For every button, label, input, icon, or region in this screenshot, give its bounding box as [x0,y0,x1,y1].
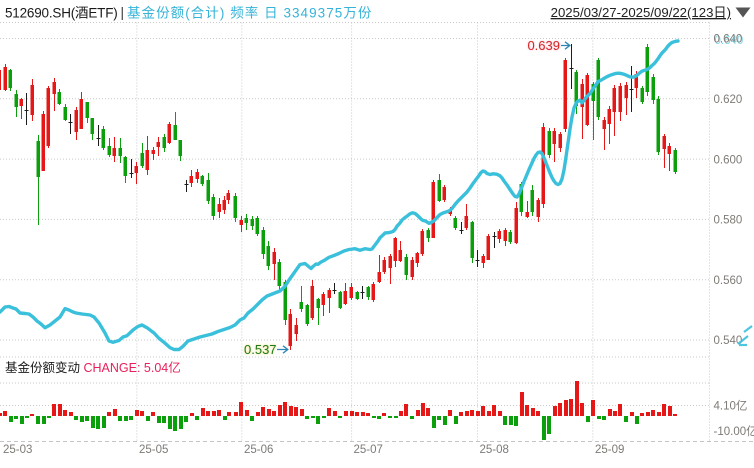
svg-text:0.537: 0.537 [244,342,277,357]
svg-text:0.639: 0.639 [527,38,560,53]
svg-text:25-06: 25-06 [244,444,273,456]
svg-text:0.540: 0.540 [714,335,743,347]
svg-text:|: | [121,5,125,20]
svg-text:25-07: 25-07 [354,444,383,456]
svg-text:0.600: 0.600 [714,154,743,166]
svg-text:基金份额变动 CHANGE: 5.04亿: 基金份额变动 CHANGE: 5.04亿 [5,360,181,375]
svg-text:2025/03/27-2025/09/22(123日): 2025/03/27-2025/09/22(123日) [551,5,731,20]
svg-text:基金份额(合计) 频率 日 3349375万份: 基金份额(合计) 频率 日 3349375万份 [127,5,372,21]
svg-text:0.620: 0.620 [714,94,743,106]
svg-text:25-08: 25-08 [480,444,509,456]
svg-text:4.10亿: 4.10亿 [714,400,748,413]
svg-text:25-03: 25-03 [3,444,32,456]
svg-text:512690.SH(酒ETF): 512690.SH(酒ETF) [5,6,118,21]
svg-text:0.560: 0.560 [714,275,743,287]
svg-text:-10.00亿: -10.00亿 [714,425,754,438]
svg-text:0.640: 0.640 [714,34,743,46]
svg-text:25-05: 25-05 [139,444,168,456]
svg-text:25-09: 25-09 [595,444,624,456]
svg-text:0.580: 0.580 [714,215,743,227]
